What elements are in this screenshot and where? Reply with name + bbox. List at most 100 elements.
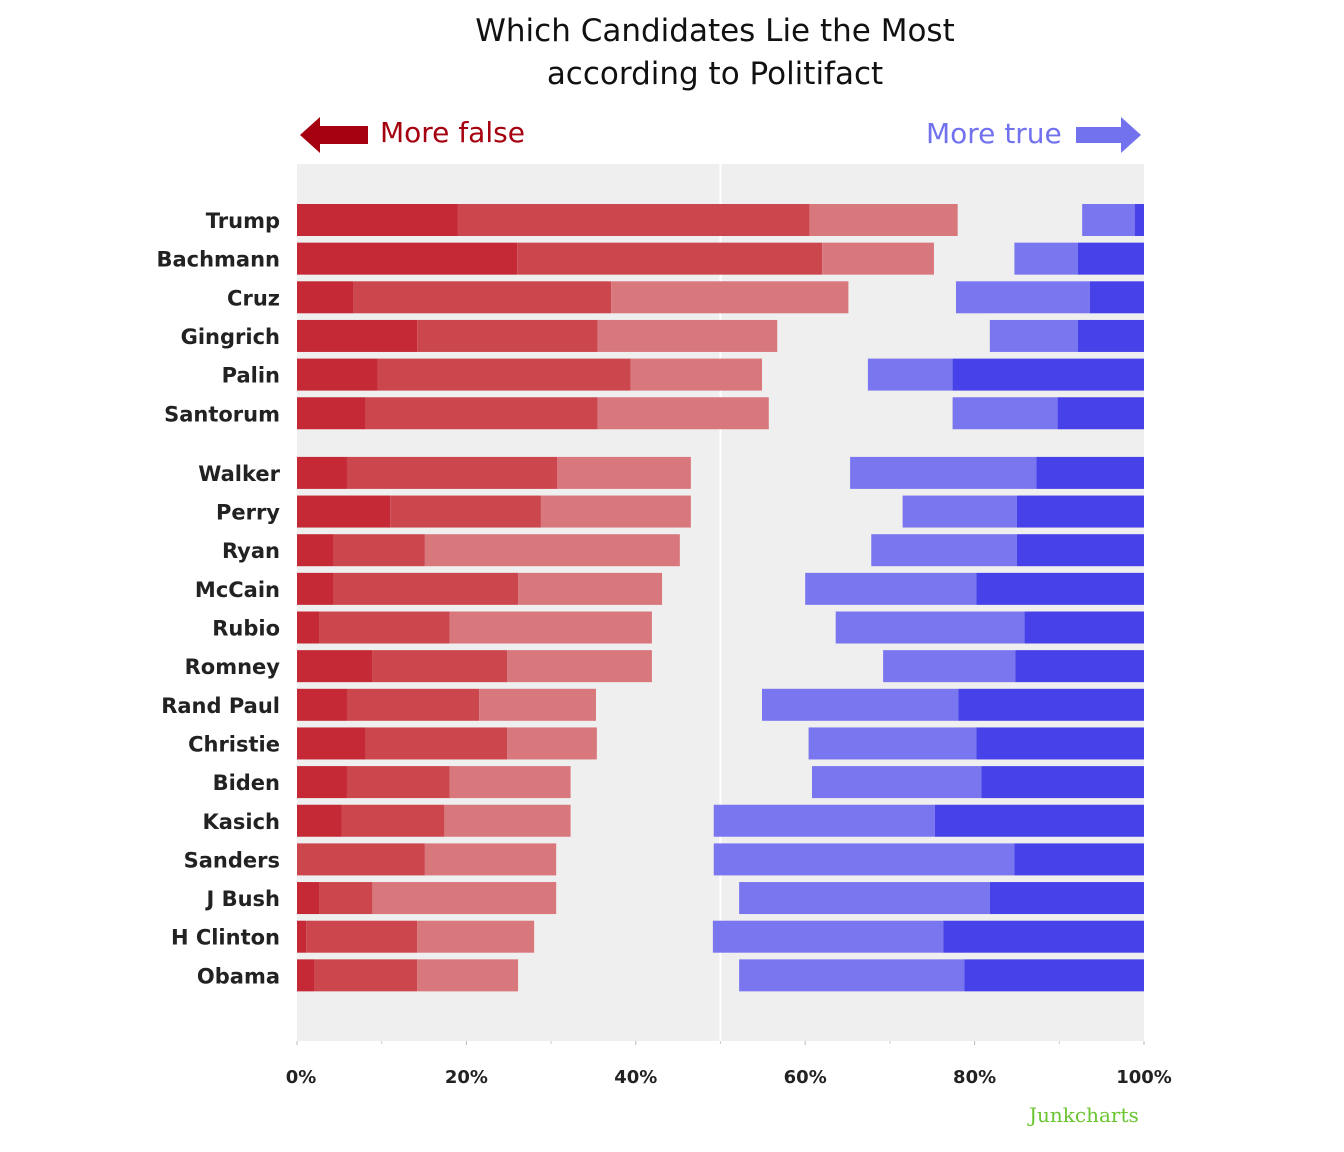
bar-false-segment bbox=[372, 882, 557, 915]
x-tick-label: 0% bbox=[286, 1067, 317, 1088]
bar-false-segment bbox=[297, 204, 458, 236]
bar-true-segment bbox=[1014, 242, 1078, 275]
bar-true-segment bbox=[739, 959, 965, 992]
bar-false-segment bbox=[297, 281, 354, 314]
bar-true-segment bbox=[871, 534, 1017, 567]
candidate-label: Sanders bbox=[184, 848, 280, 872]
bar-false-segment bbox=[417, 920, 535, 953]
bar-true-segment bbox=[952, 358, 1144, 391]
bar-false-segment bbox=[822, 242, 934, 275]
bar-true-segment bbox=[739, 882, 990, 915]
candidate-label: Romney bbox=[185, 655, 281, 679]
candidate-label: Perry bbox=[216, 501, 280, 525]
bar-false-segment bbox=[346, 456, 558, 489]
bar-true-segment bbox=[1082, 204, 1135, 236]
bar-true-segment bbox=[934, 804, 1144, 837]
bar-true-segment bbox=[955, 281, 1090, 314]
left-arrow-icon bbox=[300, 117, 368, 153]
bar-true-segment bbox=[976, 727, 1144, 760]
x-tick-label: 40% bbox=[614, 1067, 657, 1088]
bar-false-segment bbox=[457, 204, 810, 236]
bar-true-segment bbox=[989, 319, 1078, 352]
bar-false-segment bbox=[297, 242, 518, 275]
bar-false-segment bbox=[297, 650, 373, 683]
bar-false-segment bbox=[557, 456, 691, 489]
x-tick-label: 60% bbox=[784, 1067, 827, 1088]
bar-false-segment bbox=[297, 319, 418, 352]
bar-true-segment bbox=[943, 920, 1144, 953]
bar-false-segment bbox=[372, 650, 508, 683]
bar-true-segment bbox=[952, 397, 1058, 430]
bar-true-segment bbox=[964, 959, 1144, 992]
bar-true-segment bbox=[1089, 281, 1144, 314]
candidate-label: McCain bbox=[195, 578, 280, 602]
bar-true-segment bbox=[1016, 495, 1144, 528]
bar-true-segment bbox=[713, 843, 1015, 876]
x-tick-label: 100% bbox=[1116, 1067, 1172, 1088]
bar-true-segment bbox=[883, 650, 1016, 683]
bar-true-segment bbox=[976, 572, 1144, 605]
bar-false-segment bbox=[297, 959, 315, 992]
bar-false-segment bbox=[297, 804, 342, 837]
bar-true-segment bbox=[713, 804, 935, 837]
bar-false-segment bbox=[517, 242, 823, 275]
candidate-labels: Trump Bachmann Cruz Gingrich Palin Santorum Wa… bbox=[156, 209, 280, 988]
bar-false-segment bbox=[306, 920, 418, 953]
bar-false-segment bbox=[597, 397, 769, 430]
candidate-label: Santorum bbox=[164, 402, 280, 426]
bar-true-segment bbox=[1057, 397, 1144, 430]
bar-false-segment bbox=[346, 688, 480, 721]
bar-true-segment bbox=[1036, 456, 1144, 489]
candidate-label: Bachmann bbox=[156, 248, 280, 272]
candidate-label: Kasich bbox=[202, 810, 280, 834]
bar-false-segment bbox=[297, 495, 391, 528]
bar-false-segment bbox=[449, 611, 652, 644]
candidate-label: Ryan bbox=[222, 539, 280, 563]
candidate-label: Rand Paul bbox=[161, 694, 280, 718]
candidate-label: Cruz bbox=[227, 286, 280, 310]
bar-false-segment bbox=[297, 572, 334, 605]
legend-more-false: More false bbox=[380, 116, 525, 149]
bar-true-segment bbox=[1077, 319, 1144, 352]
bar-true-segment bbox=[1134, 204, 1144, 236]
bar-false-segment bbox=[346, 766, 450, 799]
bar-false-segment bbox=[507, 727, 597, 760]
bar-true-segment bbox=[981, 766, 1144, 799]
bar-false-segment bbox=[518, 572, 663, 605]
bar-false-segment bbox=[417, 959, 519, 992]
candidate-label: Biden bbox=[213, 771, 280, 795]
bar-false-segment bbox=[365, 727, 508, 760]
bar-true-segment bbox=[1015, 650, 1144, 683]
bar-false-segment bbox=[611, 281, 849, 314]
bar-false-segment bbox=[319, 611, 450, 644]
x-axis: 0% 20% 40% 60% 80% 100% bbox=[286, 1041, 1172, 1088]
bar-false-segment bbox=[314, 959, 418, 992]
credit-text: Junkcharts bbox=[1029, 1103, 1139, 1127]
bar-false-segment bbox=[297, 882, 320, 915]
bar-false-segment bbox=[377, 358, 631, 391]
bar-false-segment bbox=[297, 688, 347, 721]
bar-true-segment bbox=[762, 688, 959, 721]
bar-false-segment bbox=[341, 804, 445, 837]
candidate-label: J Bush bbox=[204, 887, 280, 911]
bar-false-segment bbox=[424, 843, 557, 876]
bar-false-segment bbox=[319, 882, 373, 915]
chart-title: Which Candidates Lie the Most according … bbox=[0, 10, 1344, 96]
bar-true-segment bbox=[808, 727, 977, 760]
bar-false-segment bbox=[507, 650, 652, 683]
bar-false-segment bbox=[333, 572, 519, 605]
legend-more-true: More true bbox=[926, 117, 1062, 150]
bar-true-segment bbox=[835, 611, 1025, 644]
bar-false-segment bbox=[297, 611, 320, 644]
bar-true-segment bbox=[902, 495, 1017, 528]
candidate-label: Trump bbox=[206, 209, 280, 233]
bars-group bbox=[297, 164, 1144, 1041]
bar-true-segment bbox=[1077, 242, 1144, 275]
bar-true-segment bbox=[850, 456, 1037, 489]
bar-false-segment bbox=[424, 534, 680, 567]
bar-false-segment bbox=[444, 804, 571, 837]
bar-false-segment bbox=[297, 766, 347, 799]
bar-false-segment bbox=[297, 397, 366, 430]
bar-false-segment bbox=[297, 456, 347, 489]
